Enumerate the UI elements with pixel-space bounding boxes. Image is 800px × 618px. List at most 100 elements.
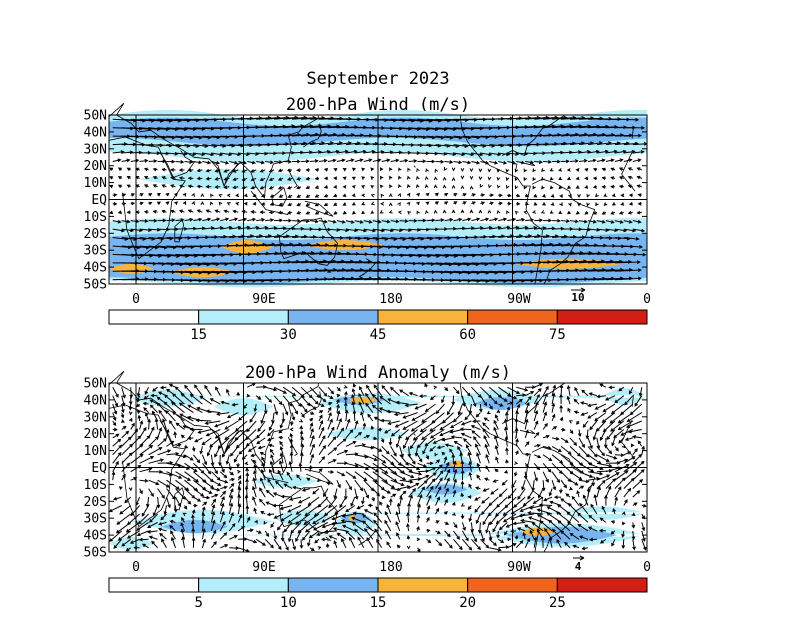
- wind-vector: [460, 185, 465, 190]
- coastline: [459, 114, 531, 187]
- wind-vector: [259, 185, 266, 190]
- anomaly-vector: [406, 523, 410, 531]
- anomaly-vector: [422, 446, 428, 455]
- anomaly-vector: [482, 427, 490, 439]
- anomaly-vector: [363, 454, 378, 462]
- anomaly-vector: [542, 434, 550, 439]
- wind-vector: [611, 202, 616, 206]
- anomaly-vector: [362, 514, 374, 523]
- wind-vector: [614, 260, 641, 265]
- anomaly-vector: [139, 467, 153, 473]
- anomaly-vector: [574, 386, 580, 396]
- wind-vector: [618, 176, 624, 180]
- wind-vector: [507, 217, 517, 222]
- anomaly-vector: [318, 426, 325, 439]
- anomaly-vector: [488, 496, 499, 507]
- anomaly-shading: [475, 396, 528, 411]
- wind-vector: [425, 209, 429, 215]
- anomaly-vector: [268, 468, 275, 481]
- anomaly-vector: [372, 454, 387, 464]
- anomaly-vector: [307, 539, 311, 547]
- anomaly-vector: [601, 505, 607, 515]
- anomaly-vector: [514, 417, 519, 430]
- anomaly-vector: [308, 530, 320, 539]
- anomaly-vector: [169, 524, 176, 532]
- anomaly-vector: [109, 530, 123, 542]
- anomaly-vector: [136, 387, 141, 398]
- anomaly-vector: [533, 471, 538, 482]
- wind-vector: [610, 184, 615, 189]
- wind-vector: [496, 176, 501, 181]
- anomaly-vector: [426, 485, 434, 498]
- wind-vector: [336, 158, 346, 163]
- wind-vector: [170, 167, 176, 172]
- anomaly-vector: [260, 412, 266, 424]
- anomaly-vector: [406, 535, 411, 540]
- anomaly-vector: [484, 443, 490, 455]
- anomaly-vector: [596, 486, 601, 498]
- anomaly-vector: [280, 513, 293, 522]
- anomaly-vector: [476, 474, 481, 481]
- colorbar-label: 60: [459, 327, 476, 343]
- anomaly-vector: [548, 537, 553, 548]
- anomaly-vector: [286, 471, 293, 481]
- anomaly-vector: [457, 403, 463, 416]
- wind-vector: [287, 177, 293, 181]
- wind-vector: [505, 185, 510, 189]
- reference-vector: 4: [573, 555, 585, 573]
- anomaly-vector: [163, 401, 176, 413]
- coastline: [250, 190, 289, 216]
- wind-vector: [112, 193, 118, 197]
- anomaly-vector: [336, 532, 347, 540]
- anomaly-vector: [444, 538, 453, 549]
- wind-vector: [187, 209, 194, 213]
- wind-vector: [516, 217, 526, 222]
- wind-vector: [478, 176, 483, 181]
- anomaly-vector: [507, 395, 518, 400]
- anomaly-vector: [406, 512, 410, 523]
- anomaly-vector: [552, 528, 562, 540]
- wind-vector: [569, 159, 579, 163]
- coastline: [413, 433, 416, 436]
- anomaly-vector: [279, 420, 284, 429]
- anomaly-vector: [112, 496, 122, 501]
- wind-vector: [287, 194, 293, 198]
- anomaly-vector: [309, 435, 315, 447]
- anomaly-vector: [596, 446, 605, 457]
- wind-vector: [618, 211, 624, 215]
- coastline: [159, 150, 195, 179]
- anomaly-vector: [503, 469, 508, 474]
- anomaly-vector: [534, 454, 542, 459]
- wind-vector: [442, 209, 447, 214]
- figure-title: September 2023: [306, 69, 449, 89]
- anomaly-vector: [292, 485, 302, 490]
- anomaly-vector: [245, 504, 250, 515]
- wind-vector: [462, 193, 467, 197]
- anomaly-vector: [244, 494, 249, 506]
- anomaly-vector: [460, 420, 472, 426]
- wind-vector: [247, 160, 257, 165]
- anomaly-vector: [557, 520, 571, 532]
- anomaly-vector: [435, 486, 442, 498]
- wind-vector: [205, 176, 212, 181]
- anomaly-vector: [273, 386, 288, 394]
- wind-vector: [628, 193, 633, 198]
- anomaly-vector: [304, 505, 320, 517]
- anomaly-vector: [327, 406, 332, 413]
- anomaly-vector: [622, 521, 626, 526]
- wind-vector: [300, 159, 310, 164]
- anomaly-vector: [112, 412, 117, 422]
- wind-vector: [170, 184, 176, 188]
- anomaly-vector: [372, 436, 378, 441]
- wind-vector: [296, 194, 302, 198]
- anomaly-vector: [201, 506, 206, 515]
- anomaly-vector: [172, 393, 185, 405]
- wind-vector: [220, 217, 230, 222]
- anomaly-vector: [524, 537, 531, 549]
- anomaly-vector: [586, 487, 591, 498]
- anomaly-vector: [195, 418, 212, 423]
- anomaly-vector: [496, 530, 500, 539]
- wind-vector: [170, 176, 176, 180]
- anomaly-vector: [572, 544, 580, 549]
